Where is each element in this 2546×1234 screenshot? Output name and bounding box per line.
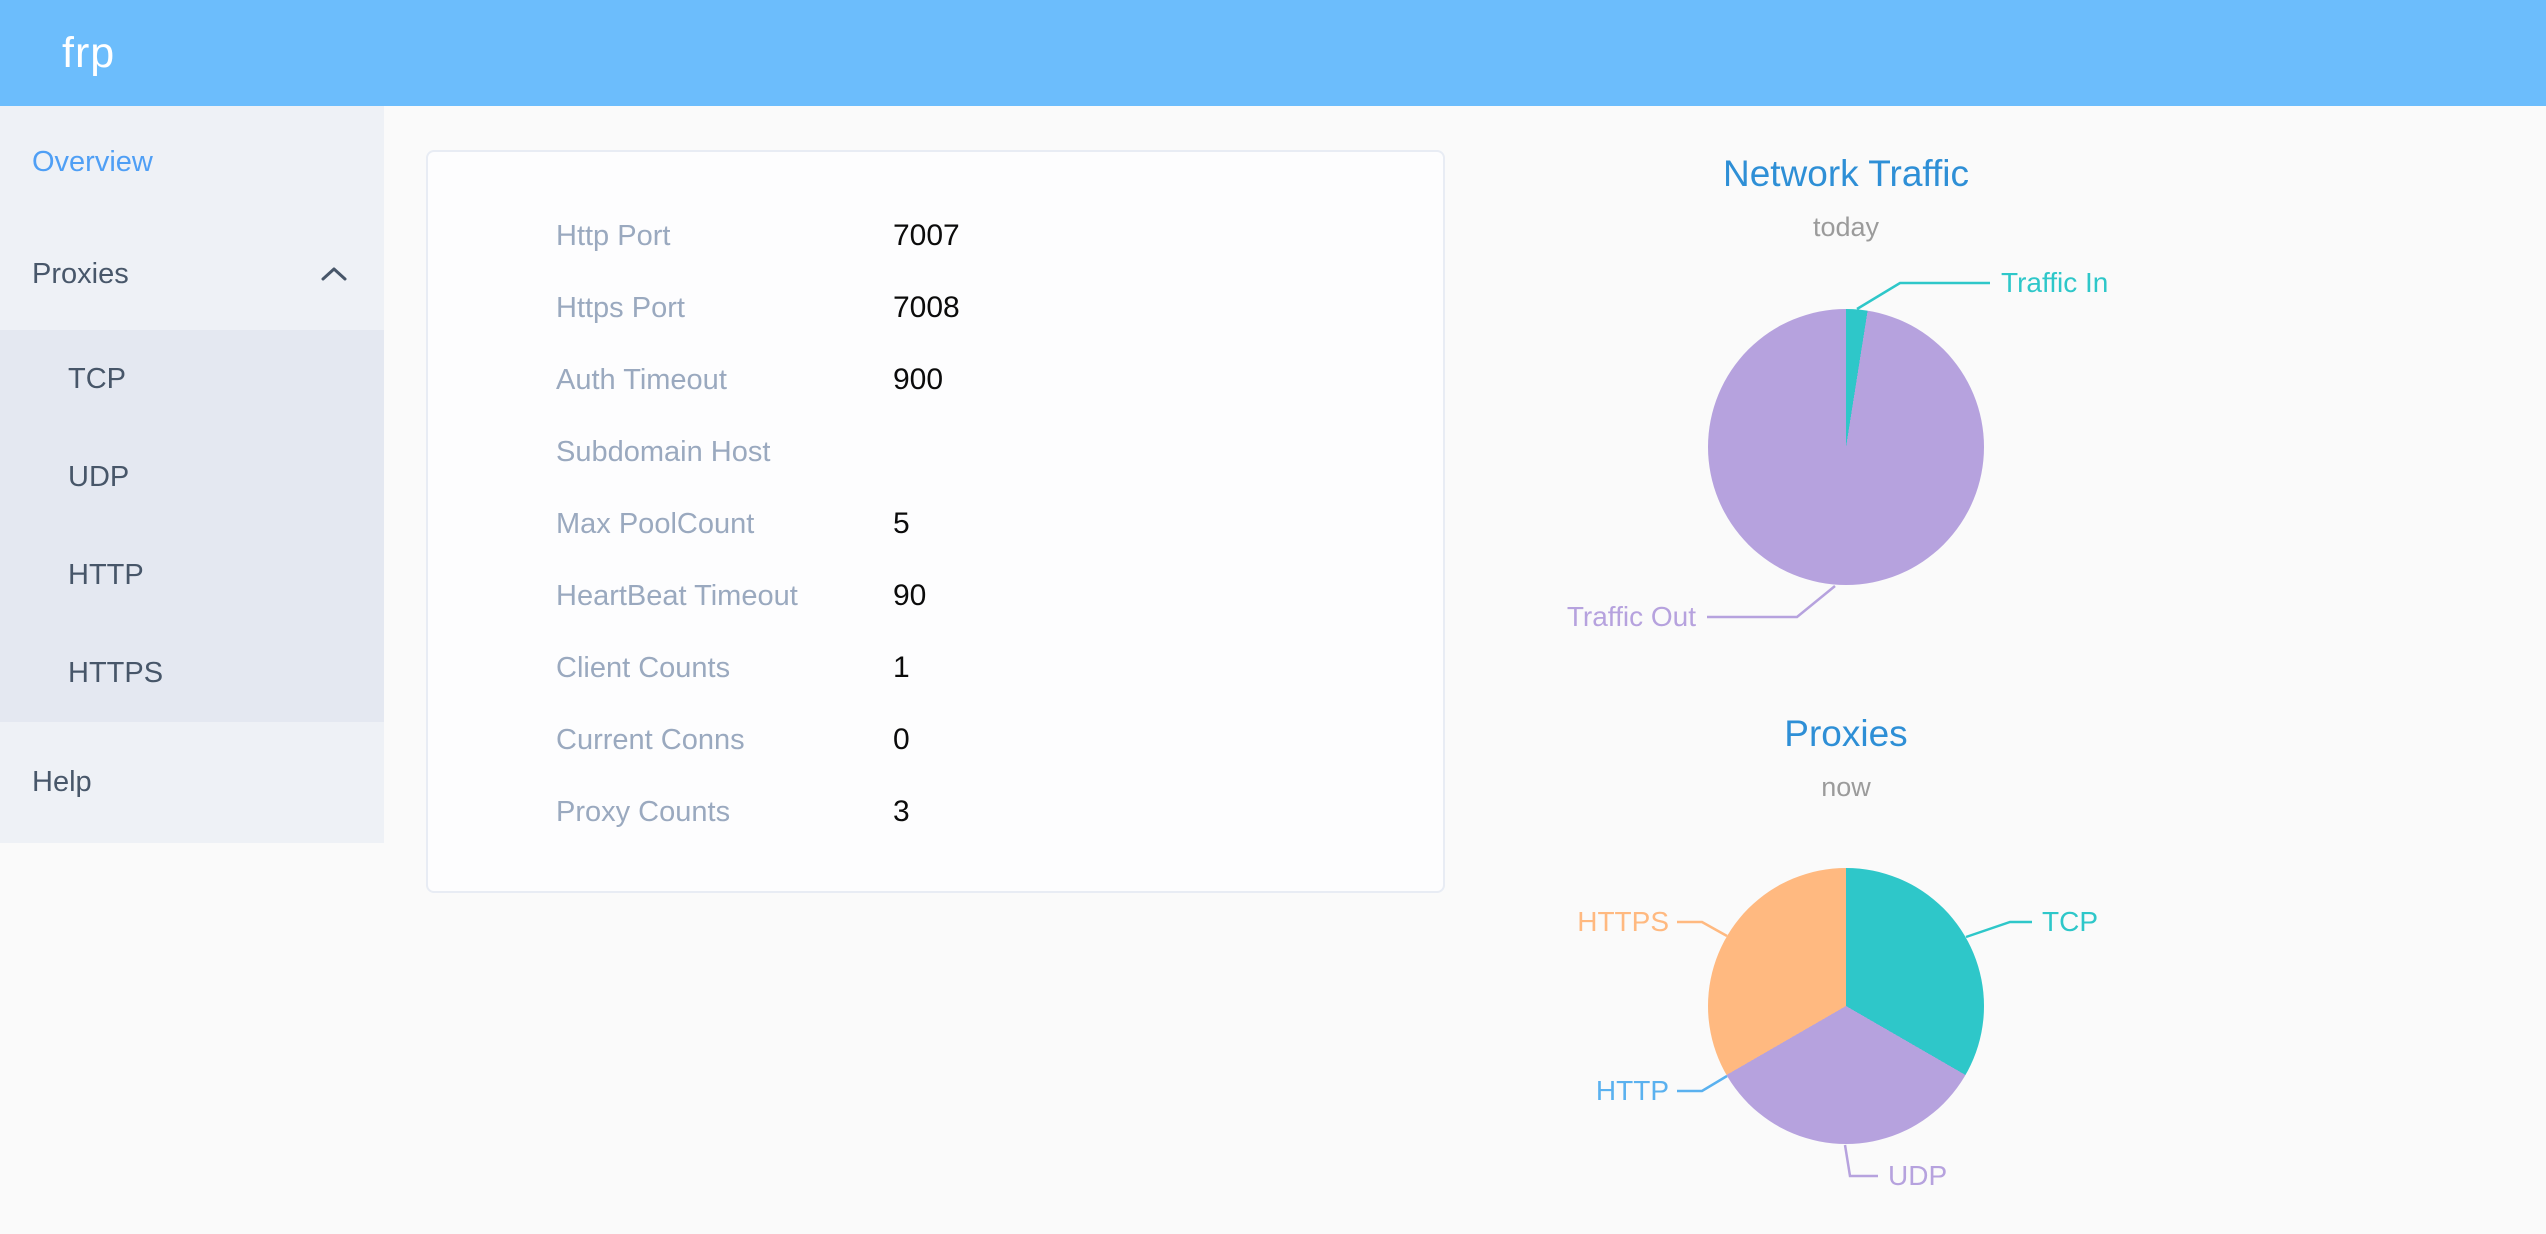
config-label: HeartBeat Timeout xyxy=(556,579,798,612)
config-value: 5 xyxy=(893,507,910,540)
app-header: frp xyxy=(0,0,2546,106)
config-row: Https Port 7008 xyxy=(428,272,1443,344)
pie-label-traffic-out: Traffic Out xyxy=(1566,601,1696,632)
proxies-title: Proxies xyxy=(1784,713,1908,754)
pie-label-traffic-in: Traffic In xyxy=(2001,267,2109,298)
server-config-card: Http Port 7007 Https Port 7008 Auth Time… xyxy=(426,150,1445,893)
proxies-chart: Proxies now TCP UDP HTTP HTTPS xyxy=(1560,690,2132,1234)
chevron-up-icon xyxy=(321,267,347,281)
network-traffic-chart: Network Traffic today Traffic In Traffic… xyxy=(1560,140,2132,660)
config-value: 3 xyxy=(893,795,910,828)
sidebar-item-https[interactable]: HTTPS xyxy=(0,624,384,722)
app-logo: frp xyxy=(62,29,116,77)
config-row: HeartBeat Timeout 90 xyxy=(428,560,1443,632)
sidebar-item-udp[interactable]: UDP xyxy=(0,428,384,526)
config-label: Proxy Counts xyxy=(556,795,731,828)
config-row: Client Counts 1 xyxy=(428,632,1443,704)
config-value: 7008 xyxy=(893,291,960,324)
sidebar-item-proxies-label: Proxies xyxy=(32,257,129,290)
config-label: Max PoolCount xyxy=(556,507,755,540)
config-row: Proxy Counts 3 xyxy=(428,776,1443,848)
sidebar-item-udp-label: UDP xyxy=(68,460,130,493)
sidebar-item-overview-label: Overview xyxy=(32,145,153,178)
sidebar-item-tcp-label: TCP xyxy=(68,362,126,395)
sidebar-item-tcp[interactable]: TCP xyxy=(0,330,384,428)
config-value: 1 xyxy=(893,651,910,684)
pie-label-udp: UDP xyxy=(1888,1160,1948,1191)
config-value: 90 xyxy=(893,579,927,612)
sidebar-item-overview[interactable]: Overview xyxy=(0,106,384,218)
sidebar-item-help[interactable]: Help xyxy=(0,722,384,843)
sidebar-item-http-label: HTTP xyxy=(68,558,144,591)
config-value: 7007 xyxy=(893,219,960,252)
config-row: Current Conns 0 xyxy=(428,704,1443,776)
config-label: Client Counts xyxy=(556,651,731,684)
pie-label-tcp: TCP xyxy=(2042,906,2098,937)
sidebar: Overview Proxies TCP UDP HTTP HTTPS Help xyxy=(0,106,384,843)
network-traffic-title: Network Traffic xyxy=(1722,153,1970,194)
proxies-subtitle: now xyxy=(1821,772,1871,802)
config-row: Subdomain Host xyxy=(428,416,1443,488)
config-row: Http Port 7007 xyxy=(428,200,1443,272)
config-label: Https Port xyxy=(556,291,685,324)
pie-label-http: HTTP xyxy=(1595,1075,1669,1106)
sidebar-item-http[interactable]: HTTP xyxy=(0,526,384,624)
pie-label-https: HTTPS xyxy=(1577,906,1669,937)
proxies-submenu: TCP UDP HTTP HTTPS xyxy=(0,330,384,722)
proxies-pie[interactable] xyxy=(1708,868,1984,1144)
sidebar-item-help-label: Help xyxy=(32,766,92,798)
config-row: Auth Timeout 900 xyxy=(428,344,1443,416)
config-label: Http Port xyxy=(556,219,671,252)
network-traffic-pie[interactable] xyxy=(1708,309,1984,585)
sidebar-item-https-label: HTTPS xyxy=(68,656,164,689)
config-value: 900 xyxy=(893,363,944,396)
config-value: 0 xyxy=(893,723,910,756)
network-traffic-subtitle: today xyxy=(1812,212,1880,242)
config-row: Max PoolCount 5 xyxy=(428,488,1443,560)
config-label: Subdomain Host xyxy=(556,435,771,468)
config-label: Auth Timeout xyxy=(556,363,727,396)
config-label: Current Conns xyxy=(556,723,745,756)
sidebar-item-proxies[interactable]: Proxies xyxy=(0,218,384,330)
